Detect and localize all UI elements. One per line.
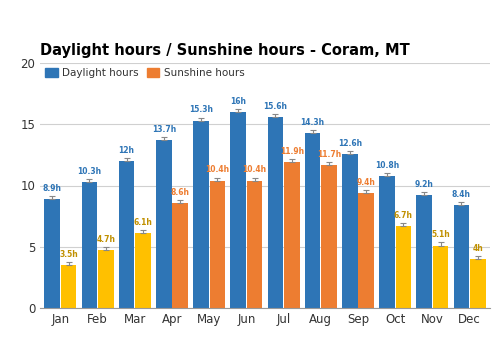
Text: 9.4h: 9.4h bbox=[356, 178, 376, 187]
Bar bbox=[416, 195, 432, 308]
Text: 8.4h: 8.4h bbox=[452, 190, 471, 199]
Text: 3.5h: 3.5h bbox=[60, 250, 78, 259]
Text: Daylight hours / Sunshine hours - Coram, MT: Daylight hours / Sunshine hours - Coram,… bbox=[40, 43, 410, 58]
Bar bbox=[379, 176, 395, 308]
Bar bbox=[305, 133, 320, 308]
Text: 16h: 16h bbox=[230, 97, 246, 106]
Bar bbox=[470, 259, 486, 308]
Bar bbox=[321, 165, 337, 308]
Text: 8.6h: 8.6h bbox=[170, 188, 190, 197]
Legend: Daylight hours, Sunshine hours: Daylight hours, Sunshine hours bbox=[45, 68, 244, 78]
Text: 6.1h: 6.1h bbox=[134, 218, 152, 227]
Text: 10.3h: 10.3h bbox=[78, 167, 102, 176]
Bar bbox=[156, 140, 172, 308]
Bar bbox=[193, 120, 209, 308]
Text: 9.2h: 9.2h bbox=[414, 180, 434, 189]
Bar bbox=[284, 162, 300, 308]
Text: 4h: 4h bbox=[472, 244, 483, 253]
Bar bbox=[432, 246, 448, 308]
Bar bbox=[454, 205, 469, 308]
Bar bbox=[44, 199, 60, 308]
Bar bbox=[119, 161, 134, 308]
Text: 5.1h: 5.1h bbox=[431, 230, 450, 239]
Bar bbox=[82, 182, 98, 308]
Bar bbox=[342, 154, 357, 308]
Text: 12h: 12h bbox=[118, 146, 134, 155]
Bar bbox=[268, 117, 283, 308]
Bar bbox=[247, 181, 262, 308]
Text: 10.4h: 10.4h bbox=[242, 166, 266, 174]
Bar bbox=[358, 193, 374, 308]
Bar bbox=[210, 181, 225, 308]
Bar bbox=[230, 112, 246, 308]
Bar bbox=[396, 226, 411, 308]
Text: 12.6h: 12.6h bbox=[338, 139, 362, 148]
Bar bbox=[98, 251, 114, 308]
Text: 6.7h: 6.7h bbox=[394, 211, 413, 220]
Text: 14.3h: 14.3h bbox=[300, 118, 324, 127]
Bar bbox=[172, 203, 188, 308]
Text: 10.8h: 10.8h bbox=[375, 161, 399, 169]
Text: 13.7h: 13.7h bbox=[152, 125, 176, 134]
Text: 10.4h: 10.4h bbox=[206, 166, 230, 174]
Text: 8.9h: 8.9h bbox=[43, 184, 62, 193]
Text: 15.6h: 15.6h bbox=[264, 102, 287, 111]
Text: 15.3h: 15.3h bbox=[189, 105, 213, 114]
Text: 11.7h: 11.7h bbox=[317, 149, 341, 159]
Text: 11.9h: 11.9h bbox=[280, 147, 304, 156]
Bar bbox=[135, 233, 151, 308]
Bar bbox=[61, 265, 76, 308]
Text: 4.7h: 4.7h bbox=[96, 235, 116, 244]
